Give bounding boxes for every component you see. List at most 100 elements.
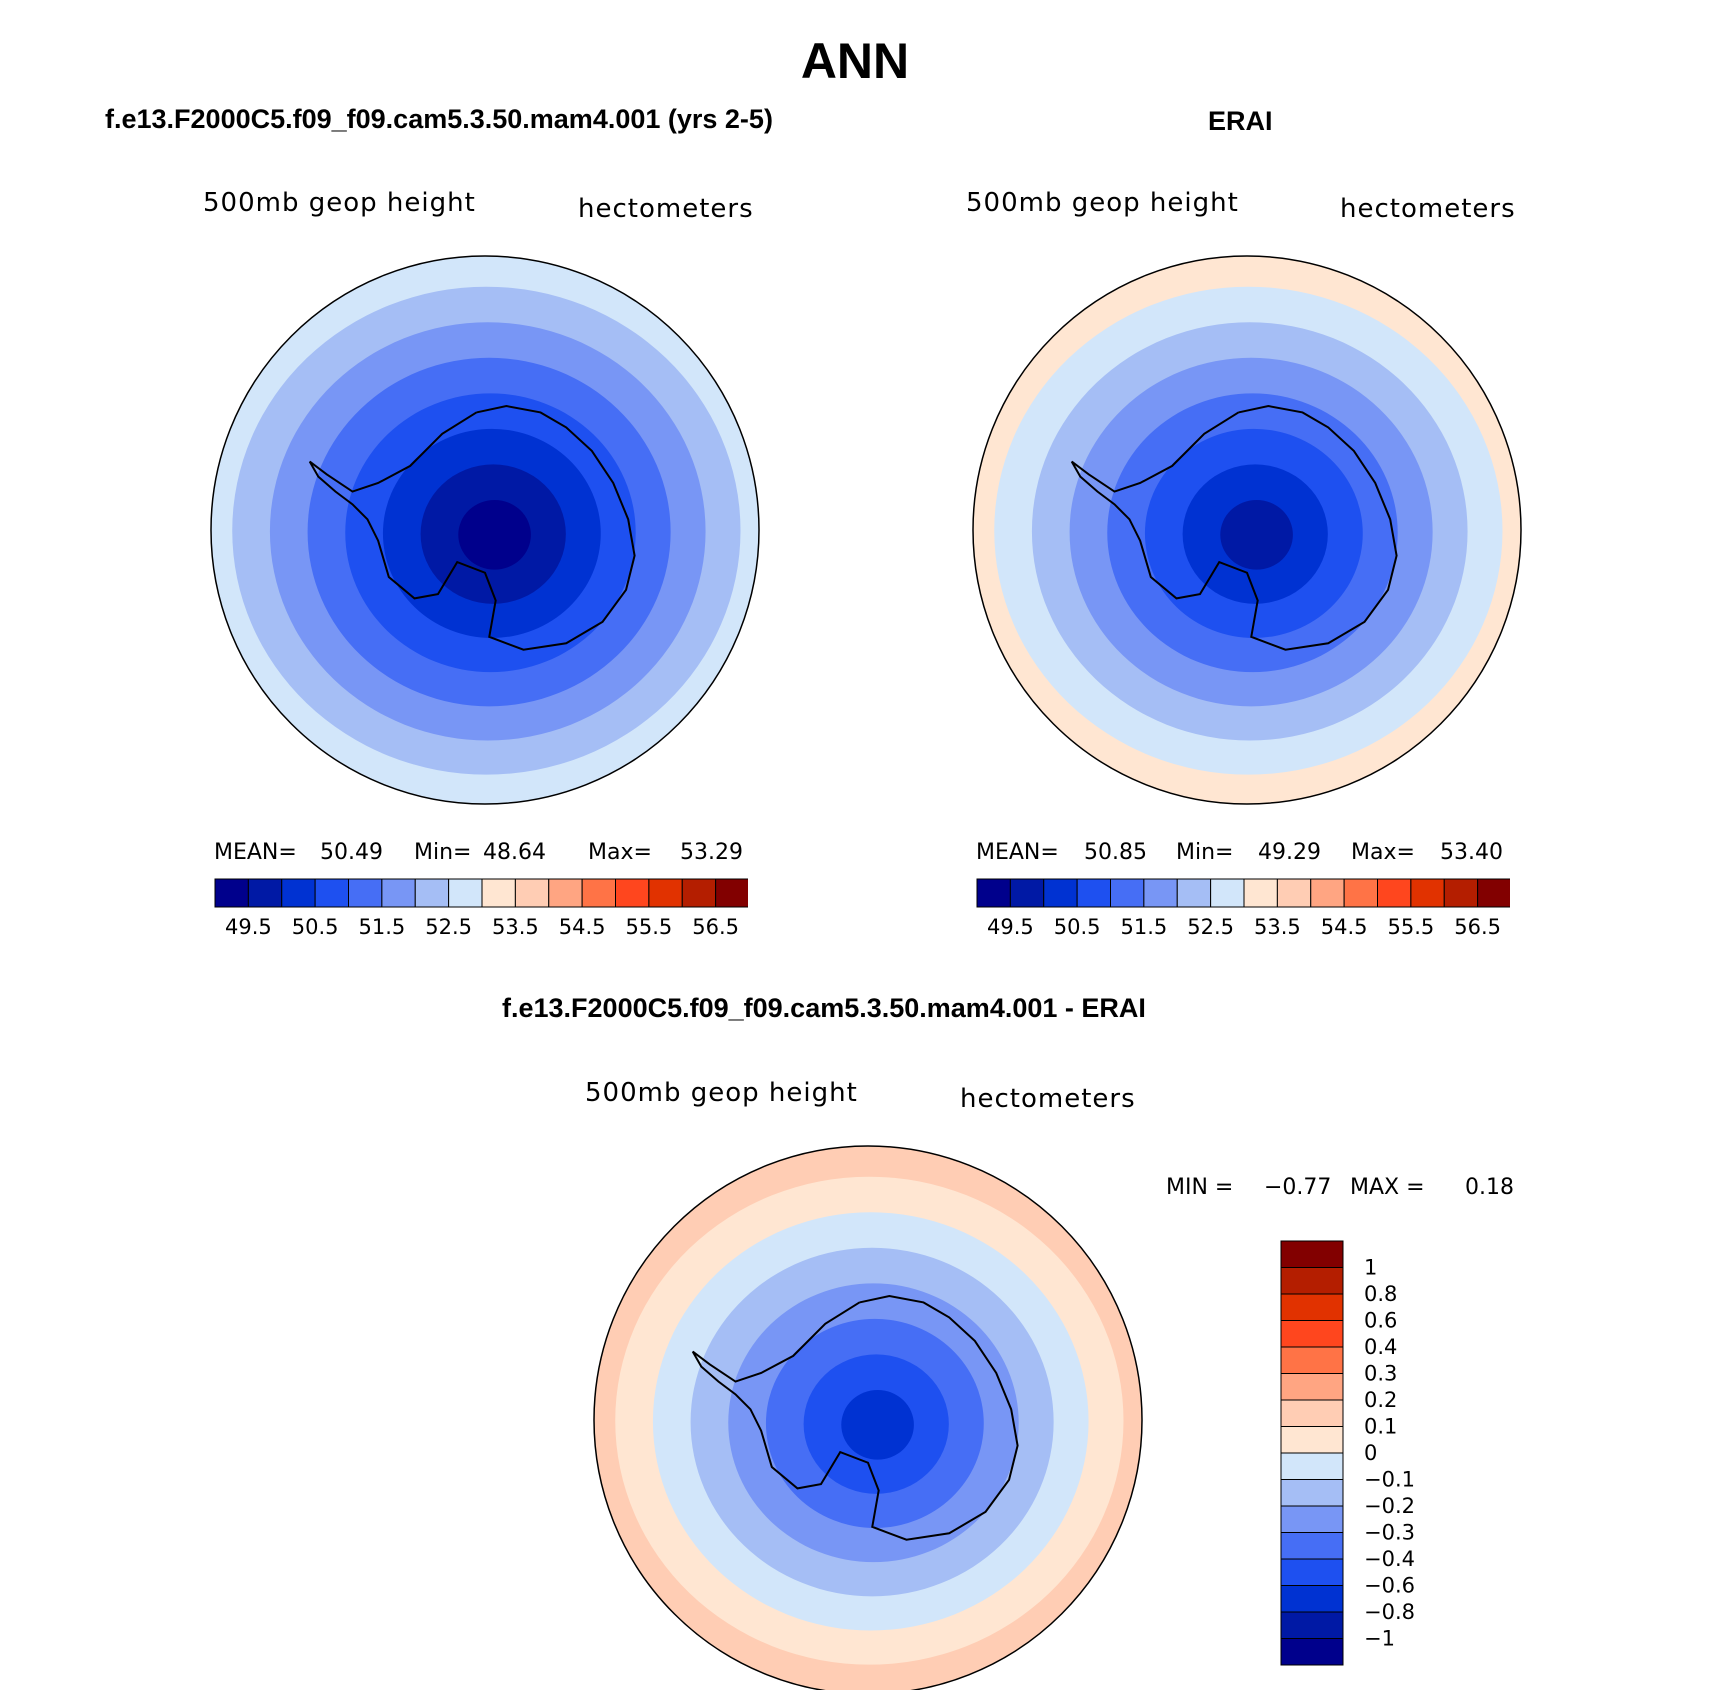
- colorbar-swatch: [1280, 1452, 1344, 1480]
- colorbar-swatch: [481, 878, 516, 908]
- colorbar-swatch: [681, 878, 717, 908]
- colorbar-swatch: [548, 878, 583, 908]
- colorbar-swatch: [1243, 878, 1278, 908]
- panel2-max-value: 53.40: [1440, 840, 1503, 865]
- colorbar-swatch: [381, 878, 416, 908]
- colorbar-tick-label: 52.5: [1187, 915, 1234, 938]
- colorbar-tick-label: 56.5: [692, 915, 739, 938]
- panel3-colorbar: 10.8 0.60.4 0.30.2 0.10 −0.1−0.2 −0.3−0.4 −0.6…: [1280, 1240, 1415, 1666]
- colorbar-swatch: [281, 878, 316, 908]
- colorbar-swatch: [314, 878, 349, 908]
- colorbar-swatch: [214, 878, 249, 908]
- colorbar-tick-label: 53.5: [1254, 915, 1301, 938]
- colorbar-swatch: [648, 878, 683, 908]
- colorbar-swatch: [448, 878, 483, 908]
- panel2-min-label: Min=: [1176, 840, 1234, 865]
- colorbar-swatch: [1280, 1585, 1344, 1613]
- colorbar-swatch: [1280, 1373, 1344, 1401]
- panel2-min-value: 49.29: [1258, 840, 1321, 865]
- colorbar-swatch: [1477, 878, 1510, 908]
- panel1-colorbar: 49.5 50.5 51.5 52.5 53.5 54.5 55.5 56.5: [214, 878, 748, 938]
- colorbar-swatch: [414, 878, 450, 908]
- panel3-min-label: MIN =: [1166, 1175, 1234, 1200]
- colorbar-tick-label: −1: [1364, 1627, 1395, 1651]
- colorbar-tick-label: −0.1: [1364, 1468, 1415, 1492]
- colorbar-swatch: [1280, 1293, 1344, 1321]
- panel1-min-value: 48.64: [483, 840, 546, 865]
- colorbar-tick-label: −0.6: [1364, 1574, 1415, 1598]
- colorbar-swatch: [247, 878, 283, 908]
- colorbar-swatch: [1280, 1240, 1344, 1268]
- panel3-right-label: hectometers: [960, 1084, 1136, 1114]
- panel2-title: ERAI: [1208, 106, 1273, 136]
- colorbar-swatch: [1310, 878, 1345, 908]
- colorbar-tick-label: 55.5: [625, 915, 672, 938]
- colorbar-swatch: [1377, 878, 1412, 908]
- colorbar-swatch: [1280, 1611, 1344, 1639]
- panel1-mean-label: MEAN=: [214, 840, 297, 865]
- colorbar-tick-label: 49.5: [987, 915, 1034, 938]
- colorbar-swatch: [514, 878, 550, 908]
- panel2-max-label: Max=: [1351, 840, 1415, 865]
- panel3-max-label: MAX =: [1350, 1175, 1425, 1200]
- colorbar-tick-label: 56.5: [1454, 915, 1501, 938]
- colorbar-swatch: [348, 878, 383, 908]
- colorbar-swatch: [1280, 1505, 1344, 1533]
- colorbar-swatch: [1410, 878, 1445, 908]
- panel3-min-value: −0.77: [1264, 1175, 1332, 1200]
- colorbar-swatch: [1280, 1320, 1344, 1348]
- colorbar-tick-label: 54.5: [559, 915, 606, 938]
- colorbar-tick-label: 55.5: [1387, 915, 1434, 938]
- colorbar-tick-label: 54.5: [1321, 915, 1368, 938]
- colorbar-tick-label: 0: [1364, 1441, 1377, 1465]
- map-boundary: [593, 1145, 1143, 1690]
- colorbar-tick-label: 1: [1364, 1256, 1377, 1280]
- panel1-mean-value: 50.49: [320, 840, 383, 865]
- colorbar-tick-label: 0.1: [1364, 1415, 1397, 1439]
- colorbar-swatch: [1110, 878, 1145, 908]
- panel1-min-label: Min=: [414, 840, 472, 865]
- colorbar-tick-label: 0.6: [1364, 1309, 1397, 1333]
- map-boundary: [972, 255, 1522, 805]
- colorbar-swatch: [1280, 1479, 1344, 1507]
- colorbar-swatch: [581, 878, 616, 908]
- colorbar-tick-label: 50.5: [292, 915, 339, 938]
- main-title: ANN: [800, 33, 910, 89]
- colorbar-tick-label: −0.3: [1364, 1521, 1415, 1545]
- contour-band: [458, 499, 531, 570]
- antarctica-coastline: [308, 405, 636, 651]
- colorbar-swatch: [1176, 878, 1212, 908]
- colorbar-tick-label: 53.5: [492, 915, 539, 938]
- colorbar-tick-label: 50.5: [1054, 915, 1101, 938]
- colorbar-tick-label: −0.8: [1364, 1600, 1415, 1624]
- contour-band: [841, 1389, 914, 1460]
- colorbar-swatch: [1143, 878, 1178, 908]
- panel2-left-label: 500mb geop height: [966, 188, 1239, 218]
- colorbar-tick-label: −0.4: [1364, 1547, 1415, 1571]
- colorbar-swatch: [1210, 878, 1245, 908]
- panel2-right-label: hectometers: [1340, 194, 1516, 224]
- panel1-right-label: hectometers: [578, 194, 754, 224]
- panel1-title: f.e13.F2000C5.f09_f09.cam5.3.50.mam4.001…: [105, 104, 773, 134]
- colorbar-swatch: [1280, 1346, 1344, 1374]
- colorbar-swatch: [1280, 1638, 1344, 1666]
- colorbar-swatch: [1343, 878, 1378, 908]
- colorbar-tick-label: 0.4: [1364, 1335, 1397, 1359]
- panel1-polar-map: [210, 255, 760, 805]
- colorbar-swatch: [1443, 878, 1479, 908]
- map-boundary: [210, 255, 760, 805]
- colorbar-tick-label: 0.2: [1364, 1388, 1397, 1412]
- colorbar-tick-label: 51.5: [358, 915, 405, 938]
- colorbar-swatch: [1280, 1532, 1344, 1560]
- panel2-mean-label: MEAN=: [976, 840, 1059, 865]
- colorbar-swatch: [1076, 878, 1111, 908]
- panel3-title: f.e13.F2000C5.f09_f09.cam5.3.50.mam4.001…: [502, 993, 1146, 1023]
- colorbar-swatch: [1280, 1426, 1344, 1454]
- contour-band: [1220, 499, 1293, 570]
- colorbar-swatch: [1009, 878, 1045, 908]
- colorbar-swatch: [976, 878, 1011, 908]
- colorbar-swatch: [1280, 1267, 1344, 1295]
- colorbar-tick-label: −0.2: [1364, 1494, 1415, 1518]
- colorbar-swatch: [1276, 878, 1312, 908]
- panel1-max-label: Max=: [588, 840, 652, 865]
